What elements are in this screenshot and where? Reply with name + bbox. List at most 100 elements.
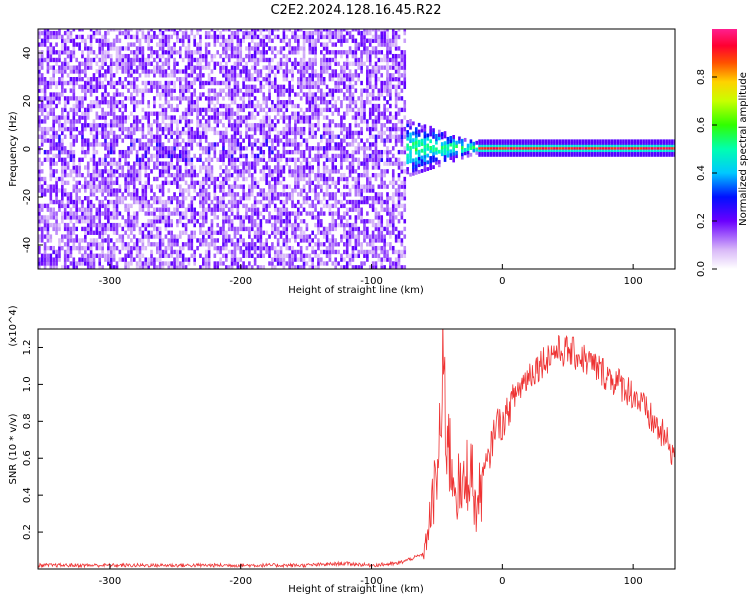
- spectrogram-cell: [311, 111, 314, 116]
- spectrogram-cell: [351, 184, 355, 189]
- spectrogram-cell: [118, 100, 122, 105]
- spectrogram-cell: [155, 219, 159, 224]
- spectrogram-cell: [386, 134, 389, 139]
- spectrogram-cell: [320, 207, 323, 212]
- spectrogram-cell: [291, 88, 294, 93]
- spectrogram-cell: [294, 30, 297, 36]
- spectrogram-cell: [202, 265, 205, 269]
- spectrogram-cell: [92, 219, 96, 224]
- spectrogram-cell: [282, 84, 286, 90]
- spectrogram-cell: [173, 119, 176, 124]
- spectrogram-cell: [302, 176, 306, 182]
- spectrogram-cell: [302, 65, 306, 70]
- spectrogram-cell: [130, 146, 133, 151]
- spectrogram-cell: [112, 42, 116, 47]
- spectrogram-cell: [207, 245, 211, 251]
- spectrogram-cell: [130, 253, 133, 258]
- spectrogram-cell: [273, 126, 277, 132]
- spectrogram-cell: [291, 261, 294, 266]
- spectrogram-cell: [84, 196, 87, 201]
- spectrogram-cell: [345, 142, 349, 147]
- spectrogram-cell: [334, 196, 337, 201]
- spectrogram-cell: [282, 38, 286, 43]
- spectrogram-cell: [236, 176, 240, 182]
- spectrogram-cell: [101, 169, 104, 174]
- spectrogram-cell: [351, 226, 355, 232]
- spectrogram-cell: [302, 80, 306, 86]
- spectrogram-cell: [334, 249, 337, 255]
- spectrogram-cell: [161, 215, 165, 220]
- spectrogram-cell: [383, 53, 386, 59]
- spectrogram-cell: [81, 207, 84, 212]
- spectrogram-cell: [107, 245, 110, 251]
- spectrogram-cell: [216, 238, 220, 243]
- spectrogram-cell: [78, 173, 81, 178]
- spectrogram-cell: [328, 249, 332, 255]
- spectrogram-cell: [109, 253, 113, 258]
- spectrogram-cell: [222, 146, 225, 151]
- spectrogram-cell: [204, 230, 208, 235]
- spectrogram-cell: [360, 50, 363, 55]
- spectrogram-cell: [222, 138, 225, 143]
- spectrogram-cell: [273, 196, 277, 201]
- spectrogram-cell: [299, 265, 303, 269]
- spectrogram-cell: [199, 253, 202, 258]
- spectrogram-cell: [72, 38, 76, 43]
- spectrogram-cell: [230, 92, 234, 97]
- spectrogram-cell: [101, 265, 104, 269]
- spectrogram-cell: [374, 234, 378, 239]
- spectrogram-cell: [340, 42, 343, 47]
- spectrogram-cell: [161, 207, 165, 212]
- spectrogram-cell: [150, 123, 153, 128]
- spectrogram-cell: [144, 222, 148, 228]
- spectrogram-cell: [176, 222, 179, 228]
- spectrogram-cell: [268, 215, 271, 220]
- spectrogram-cell: [63, 180, 67, 186]
- spectrogram-cell: [118, 50, 122, 55]
- spectrogram-cell: [135, 126, 139, 132]
- spectrogram-cell: [158, 134, 162, 139]
- spectrogram-cell: [213, 196, 217, 201]
- figure-title: C2E2.2024.128.16.45.R22: [270, 3, 441, 18]
- spectrogram-cell: [147, 203, 150, 209]
- spectrogram-cell: [89, 192, 93, 197]
- spectrogram-cell: [233, 199, 237, 205]
- spectrogram-cell: [308, 238, 312, 243]
- spectrogram-cell: [112, 103, 116, 109]
- spectrogram-cell: [179, 215, 182, 220]
- spectrogram-cell: [363, 46, 366, 51]
- spectrogram-cell: [340, 138, 343, 143]
- spectrogram-cell: [325, 261, 329, 266]
- spectrogram-cell: [245, 192, 248, 197]
- spectrogram-cell: [276, 242, 280, 247]
- spectrogram-cell: [101, 203, 104, 209]
- spectrogram-cell: [109, 42, 113, 47]
- spectrogram-cell: [222, 203, 225, 209]
- spectrogram-cell: [227, 84, 231, 90]
- spectrogram-cell: [179, 92, 182, 97]
- spectrogram-cell: [40, 219, 44, 224]
- spectrogram-cell: [239, 57, 243, 63]
- spectrogram-cell: [216, 261, 220, 266]
- spectrogram-cell: [40, 96, 44, 101]
- spectrogram-cell: [207, 126, 211, 132]
- spectrogram-cell: [135, 50, 139, 55]
- spectrogram-cell: [236, 84, 240, 90]
- spectrogram-cell: [170, 146, 173, 151]
- spectrogram-cell: [207, 265, 211, 269]
- spectrogram-cell: [179, 176, 182, 182]
- spectrogram-cell: [49, 65, 53, 70]
- spectrogram-cell: [236, 30, 240, 36]
- spectrogram-cell: [268, 219, 271, 224]
- spectrogram-cell: [253, 207, 257, 212]
- spectrogram-cell: [328, 184, 332, 189]
- spectrogram-cell: [248, 188, 251, 193]
- spectrogram-cell: [262, 165, 266, 170]
- spectrogram-cell: [248, 69, 251, 74]
- spectrogram-cell: [121, 30, 125, 36]
- spectrogram-cell: [86, 65, 90, 70]
- spectrogram-cell: [305, 92, 309, 97]
- spectrogram-cell: [84, 92, 87, 97]
- spectrogram-cell: [112, 192, 116, 197]
- spectrogram-cell: [130, 92, 133, 97]
